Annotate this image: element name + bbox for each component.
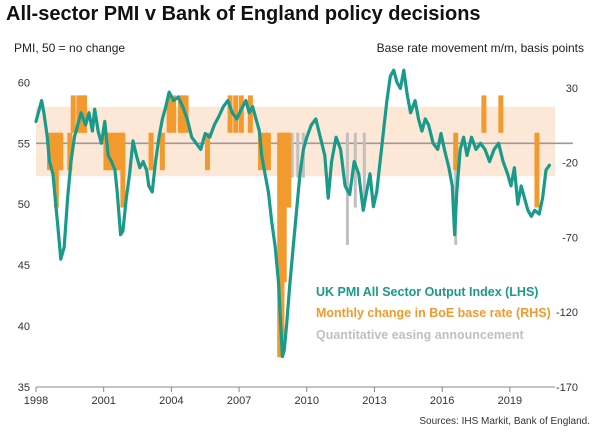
qe-bar	[353, 132, 357, 208]
rate-bar	[148, 132, 154, 171]
qe-bar	[296, 132, 300, 178]
x-tick-label: 2007	[227, 395, 251, 407]
rate-bar	[107, 132, 113, 171]
right-axis-label: Base rate movement m/m, basis points	[376, 41, 584, 55]
legend-entry: UK PMI All Sector Output Index (LHS)	[316, 285, 538, 299]
rate-bar	[453, 132, 459, 171]
y-left-tick-label: 50	[18, 199, 30, 211]
axis-layer: 1998 2001 2004 2007 2010 2013 2016 2019 35 40 45 50…	[18, 77, 578, 407]
left-axis-label: PMI, 50 = no change	[14, 41, 126, 55]
x-tick-label: 2004	[159, 395, 183, 407]
rate-bar	[171, 95, 177, 133]
legend-layer: UK PMI All Sector Output Index (LHS) Mont…	[316, 285, 551, 342]
y-right-tick-label: -20	[562, 158, 578, 170]
rate-bar	[481, 95, 487, 133]
legend-entry: Monthly change in BoE base rate (RHS)	[316, 306, 551, 320]
qe-bar	[290, 132, 294, 178]
rate-bar	[180, 95, 186, 133]
rate-bar	[227, 95, 233, 133]
pmi-line	[34, 68, 551, 359]
y-left-tick-label: 45	[18, 260, 30, 272]
rate-bar	[204, 132, 210, 171]
x-tick-label: 2001	[91, 395, 115, 407]
x-tick-label: 1998	[24, 395, 48, 407]
y-left-tick-label: 60	[18, 77, 30, 89]
rate-bar	[58, 132, 64, 171]
rate-bar	[82, 95, 88, 133]
rate-bar	[262, 132, 268, 171]
y-right-tick-label: -70	[562, 232, 578, 244]
rate-bar	[112, 132, 118, 171]
y-right-tick-label: 30	[566, 83, 578, 95]
rate-bar	[103, 132, 109, 171]
rate-bar	[498, 95, 504, 133]
rate-bars-layer	[47, 95, 540, 358]
rate-bar	[166, 95, 172, 133]
pmi-line-layer	[34, 68, 551, 359]
rate-bar	[265, 132, 271, 171]
rate-bar	[233, 95, 239, 133]
chart-title: All-sector PMI v Bank of England policy …	[6, 3, 481, 25]
source-note: Sources: IHS Markit, Bank of England.	[419, 416, 590, 427]
rate-bar	[247, 95, 253, 133]
rate-bar	[120, 132, 126, 208]
y-right-tick-label: -120	[556, 307, 578, 319]
rate-bar	[238, 95, 244, 133]
y-left-tick-label: 40	[18, 321, 30, 333]
y-left-tick-label: 55	[18, 138, 30, 150]
x-tick-label: 2010	[295, 395, 319, 407]
y-left-tick-label: 35	[18, 382, 30, 394]
rate-bar	[534, 132, 540, 208]
rate-bar	[76, 95, 82, 133]
legend-entry: Quantitative easing announcement	[316, 328, 525, 342]
rate-bar	[159, 132, 165, 171]
x-tick-label: 2016	[430, 395, 454, 407]
rate-bar	[67, 132, 73, 171]
rate-bar	[70, 95, 76, 133]
x-tick-label: 2013	[362, 395, 386, 407]
y-right-tick-label: -170	[556, 382, 578, 394]
rate-bar	[286, 132, 292, 208]
qe-bar	[362, 132, 366, 208]
x-tick-label: 2019	[498, 395, 522, 407]
rate-bar	[53, 132, 59, 208]
